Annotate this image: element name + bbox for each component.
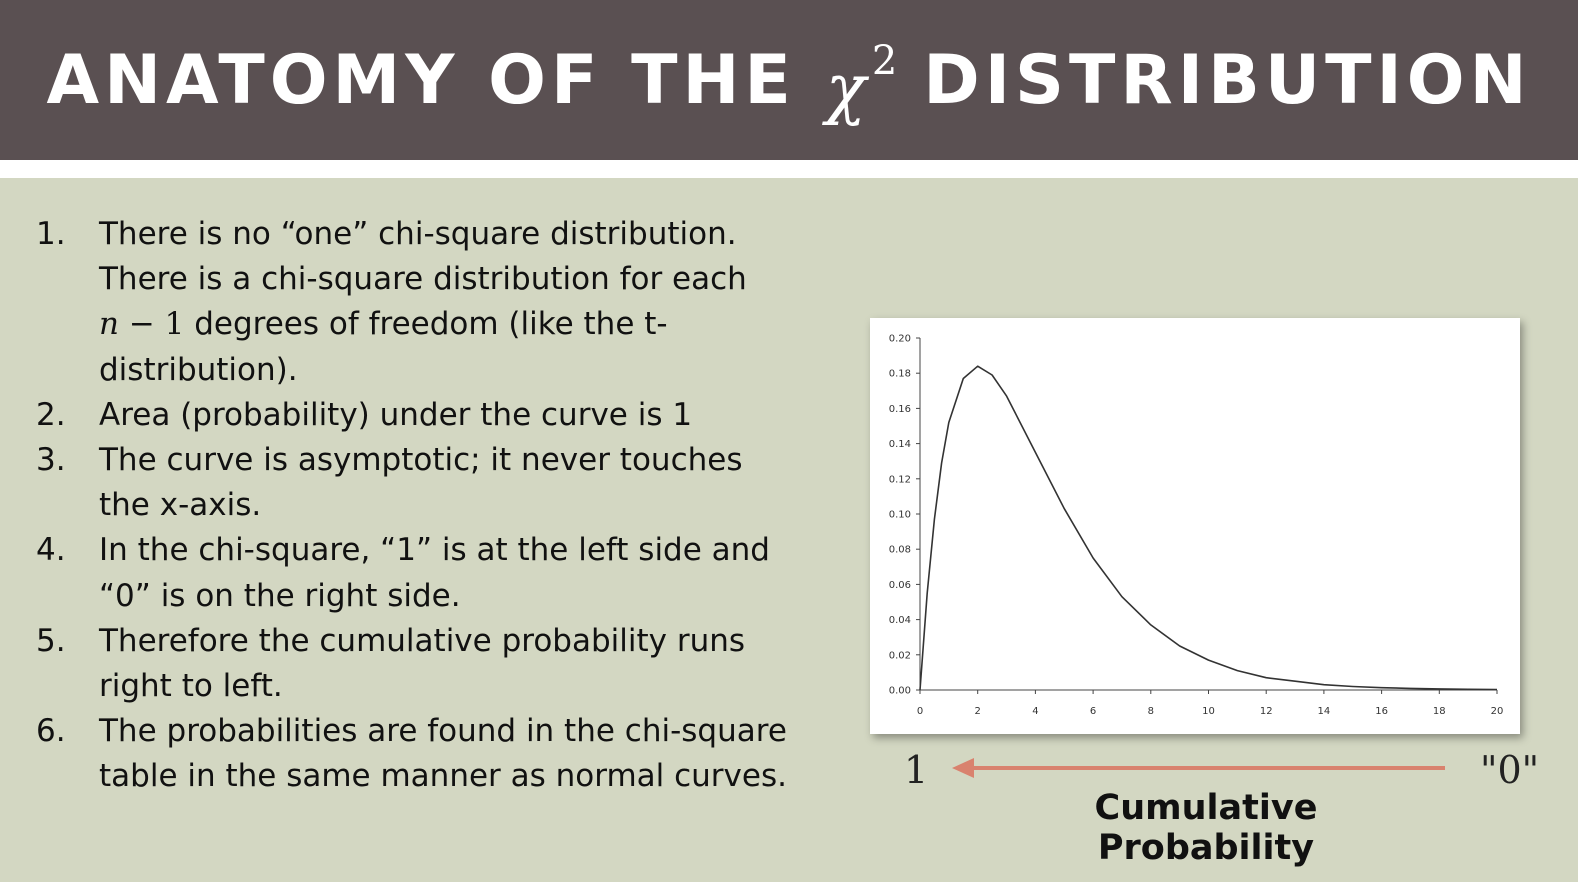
chi-exponent: 2 [871, 37, 898, 84]
y-tick-label: 0.00 [889, 686, 911, 697]
list-text: There is no “one” chi-square distributio… [99, 216, 747, 298]
list-number: 4. [36, 532, 66, 569]
y-tick-label: 0.06 [889, 580, 911, 591]
y-tick-label: 0.16 [889, 404, 911, 415]
list-number: 1. [36, 216, 66, 252]
list-text: Therefore the cumulative probability run… [99, 622, 746, 705]
x-tick-label: 0 [917, 706, 923, 717]
x-tick-label: 4 [1032, 706, 1038, 717]
arrow-head-icon [952, 758, 974, 778]
y-tick-label: 0.20 [889, 334, 911, 345]
list-item: 5. Therefore the cumulative probability … [36, 619, 796, 709]
title-bar [0, 0, 1578, 160]
chart-canvas: 0.00 0.02 0.04 0.06 0.08 0.10 0.12 0.14 0.16 0.18… [889, 334, 1504, 718]
density-curve [919, 365, 1498, 691]
y-tick-label: 0.08 [889, 545, 911, 556]
x-tick-label: 16 [1375, 706, 1388, 717]
x-tick-label: 20 [1491, 706, 1504, 717]
y-tick-label: 0.02 [889, 650, 911, 661]
chi-square-chart: 0.00 0.02 0.04 0.06 0.08 0.10 0.12 0.14 0.16 0.18… [870, 318, 1520, 734]
y-tick-label: 0.04 [889, 615, 911, 626]
x-tick-label: 2 [975, 706, 981, 717]
list-number: 3. [36, 442, 66, 479]
list-item: 6. The probabilities are found in the ch… [36, 709, 796, 799]
list-text: The curve is asymptotic; it never touche… [99, 442, 743, 524]
x-tick-label: 10 [1202, 706, 1215, 717]
list-item: 4. In the chi-square, “1” is at the left… [36, 528, 796, 618]
x-tick-label: 12 [1260, 706, 1273, 717]
y-tick-label: 0.12 [889, 474, 911, 485]
x-tick-label: 18 [1433, 706, 1446, 717]
y-tick-label: 0.10 [889, 510, 911, 521]
list-item: 2. Area (probability) under the curve is… [36, 393, 796, 438]
list-text: Area (probability) under the curve is 1 [99, 396, 693, 433]
list-text: The probabilities are found in the chi-s… [99, 713, 787, 795]
title-text-right: DISTRIBUTION [923, 40, 1532, 120]
arrow-left-label: 1 [904, 748, 929, 792]
math-expression: n − 1 [99, 306, 185, 343]
y-tick-label: 0.18 [889, 369, 911, 380]
list-number: 2. [36, 396, 66, 433]
list-text: In the chi-square, “1” is at the left si… [99, 532, 770, 614]
header-divider [0, 160, 1578, 178]
list-item: 1. There is no “one” chi-square distribu… [36, 212, 796, 393]
x-tick-label: 8 [1148, 706, 1154, 717]
list-number: 5. [36, 622, 66, 659]
list-item: 3. The curve is asymptotic; it never tou… [36, 438, 796, 528]
cumulative-probability-caption: Cumulative Probability [1094, 788, 1318, 868]
x-tick-label: 14 [1318, 706, 1331, 717]
title-text-left: ANATOMY OF THE [46, 40, 796, 120]
list-text-continued: degrees of freedom (like the t-distribut… [99, 306, 668, 388]
y-tick-label: 0.14 [889, 439, 911, 450]
anatomy-list: 1. There is no “one” chi-square distribu… [36, 212, 796, 800]
cumulative-arrow [952, 758, 1445, 778]
list-number: 6. [36, 713, 66, 750]
x-tick-label: 6 [1090, 706, 1096, 717]
arrow-right-label: "0" [1480, 748, 1540, 792]
